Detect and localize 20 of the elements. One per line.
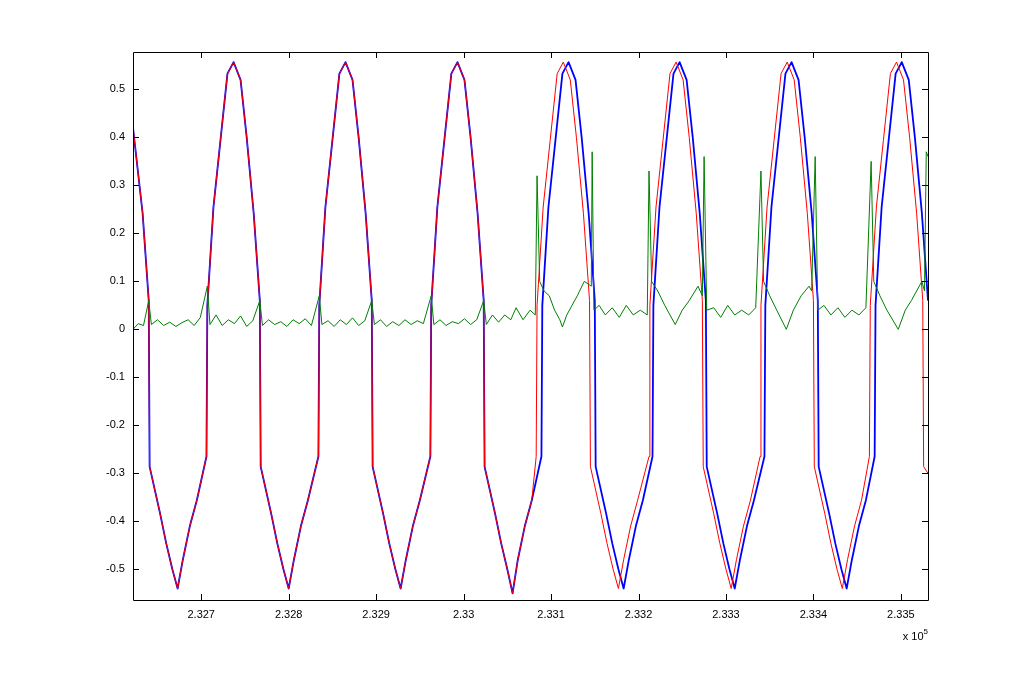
y-tick-label: -0.2 (106, 418, 125, 431)
x-tick-label: 2.335 (887, 607, 915, 620)
y-tick-label: -0.1 (106, 370, 125, 383)
y-tick-label: -0.5 (106, 562, 125, 575)
y-tick-label: 0.5 (109, 82, 125, 95)
y-tick-label: 0.1 (109, 274, 125, 287)
y-tick-label: -0.3 (106, 466, 125, 479)
y-tick-label: 0.3 (109, 178, 125, 191)
x-tick-label: 2.328 (274, 607, 303, 620)
y-tick-label: 0 (118, 322, 125, 335)
y-tick-label: 0.4 (109, 130, 125, 143)
x-tick-label: 2.331 (537, 607, 565, 620)
y-tick-label: 0.2 (109, 226, 125, 239)
x-tick-label: 2.33 (452, 607, 475, 620)
x-tick-label: 2.327 (187, 607, 215, 620)
y-tick-label: -0.4 (106, 514, 125, 527)
x-tick-label: 2.329 (362, 607, 390, 620)
x-tick-label: 2.333 (712, 607, 740, 620)
x-tick-label: 2.334 (799, 607, 828, 620)
x-tick-label: 2.332 (624, 607, 653, 620)
